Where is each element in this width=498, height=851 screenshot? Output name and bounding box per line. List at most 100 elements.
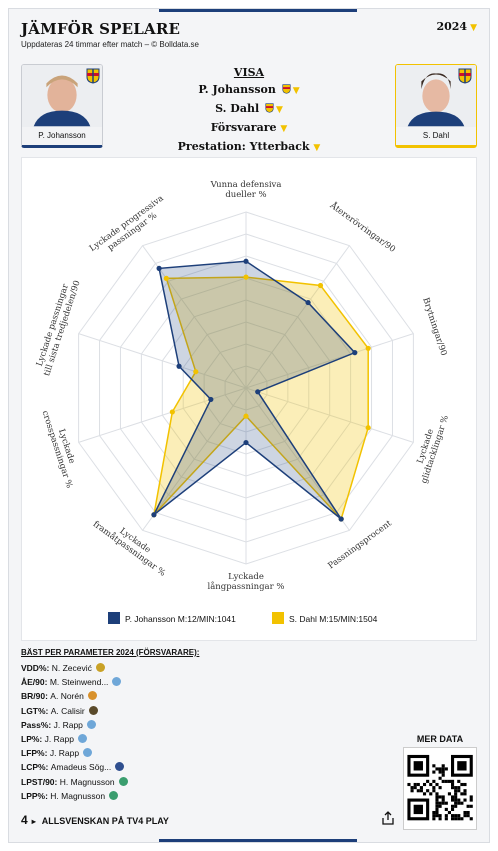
best-row: Pass%: J. Rapp — [21, 718, 199, 732]
best-key: LP%: — [21, 733, 45, 744]
data-point — [243, 274, 249, 280]
chevron-down-icon: ▼ — [292, 86, 300, 96]
grid-spoke — [245, 387, 414, 443]
player-card-left[interactable]: P. Johansson — [21, 64, 103, 148]
chevron-down-icon: ▼ — [275, 105, 283, 115]
position-selector[interactable]: Försvarare ▼ — [160, 119, 338, 138]
year-selector[interactable]: 2024 ▼ — [436, 20, 477, 33]
qr-code[interactable] — [403, 747, 477, 830]
player1-selector[interactable]: P. Johansson ▼ — [160, 81, 338, 100]
axis-label: Lyckadeglidtacklingar % — [410, 411, 451, 485]
radar-chart-panel: Vunna defensiva dueller % Återerövringar/9… — [21, 157, 477, 641]
data-point — [352, 350, 358, 356]
data-point — [365, 425, 371, 431]
radar-chart: Vunna defensiva dueller % Återerövringar/9… — [33, 180, 451, 624]
data-point — [243, 258, 249, 264]
best-row: LPST/90: H. Magnusson — [21, 775, 199, 789]
best-row: LGT%: A. Calisir — [21, 704, 199, 718]
prestation-label: Prestation: Ytterback — [177, 140, 310, 153]
qr-label: MER DATA — [416, 734, 464, 744]
data-point — [176, 363, 182, 369]
axis-label: Återerövringar/90 — [327, 199, 398, 255]
grid-spoke — [78, 333, 247, 389]
prestation-selector[interactable]: Prestation: Ytterback ▼ — [160, 138, 338, 157]
best-player: H. Magnusson — [59, 776, 115, 787]
data-point — [169, 409, 175, 415]
data-point — [338, 516, 344, 522]
best-key: Pass%: — [21, 719, 54, 730]
club-crest-icon — [282, 84, 291, 94]
visa-heading: VISA — [233, 66, 265, 79]
data-point — [151, 512, 157, 518]
legend-label: P. Johansson M:12/MIN:1041 — [125, 614, 236, 624]
grid-spoke — [78, 387, 247, 443]
club-badge-icon — [109, 790, 119, 800]
best-row: ÅE/90: M. Steinwend... — [21, 675, 199, 689]
data-point — [208, 396, 214, 403]
data-point — [163, 275, 169, 281]
legend-label: S. Dahl M:15/MIN:1504 — [289, 614, 378, 624]
bottom-accent-bar — [159, 839, 357, 842]
best-per-parameter: BÄST PER PARAMETER 2024 (FÖRSVARARE): VD… — [21, 648, 199, 803]
best-key: BR/90: — [21, 691, 51, 702]
data-point — [365, 345, 371, 351]
best-player: M. Steinwend... — [49, 677, 109, 688]
player-card-right[interactable]: S. Dahl — [395, 64, 477, 148]
player2-selector[interactable]: S. Dahl ▼ — [160, 100, 338, 119]
data-point — [255, 389, 261, 395]
best-key: LGT%: — [21, 705, 51, 716]
position-label: Försvarare — [210, 121, 277, 134]
best-key: LPP%: — [21, 790, 51, 801]
best-player: A. Calisir — [50, 705, 85, 716]
best-player: A. Norén — [50, 691, 84, 702]
best-row: LP%: J. Rapp — [21, 732, 199, 746]
best-row: LCP%: Amadeus Sög... — [21, 760, 199, 774]
tv4-play-link[interactable]: 4 ▸ ALLSVENSKAN PÅ TV4 PLAY — [21, 813, 169, 827]
club-badge-icon — [115, 762, 125, 772]
club-badge-icon — [95, 663, 105, 672]
best-key: VDD%: — [21, 663, 52, 673]
data-point — [243, 413, 249, 419]
club-crest-icon — [458, 68, 472, 84]
best-player: J. Rapp — [44, 733, 74, 744]
best-key: LPST/90: — [21, 776, 60, 787]
best-row: LPP%: H. Magnusson — [21, 789, 199, 803]
grid-spoke — [142, 387, 247, 531]
best-key: LCP%: — [21, 762, 51, 773]
club-badge-icon — [83, 748, 93, 758]
club-badge-icon — [87, 691, 97, 701]
axis-label: Lyckade passningartill sista tredjedelen… — [33, 276, 83, 377]
grid-spoke — [245, 245, 350, 389]
legend-swatch — [108, 612, 120, 624]
axis-label: Lyckade långpassningar % — [208, 572, 285, 592]
club-badge-icon — [118, 776, 128, 786]
best-key: ÅE/90: — [21, 677, 50, 688]
best-row: VDD%: N. Zecević — [21, 661, 199, 675]
club-badge-icon — [77, 733, 87, 743]
player2-label: S. Dahl — [215, 102, 260, 115]
axis-label: Lyckadeframåtpassningar % — [91, 511, 173, 578]
play-arrow-icon: ▸ — [31, 817, 36, 826]
best-row: LFP%: J. Rapp — [21, 746, 199, 760]
data-point — [305, 299, 311, 306]
axis-label: Lyckadecrosspassningar % — [39, 406, 83, 489]
data-point — [243, 439, 249, 446]
club-crest-icon — [265, 103, 274, 113]
tv4-logo-icon: 4 — [21, 813, 28, 827]
data-point — [193, 369, 199, 375]
chevron-down-icon: ▼ — [470, 23, 477, 33]
best-player: J. Rapp — [53, 719, 83, 730]
data-point — [317, 282, 324, 289]
page-title: JÄMFÖR SPELARE — [21, 20, 181, 38]
best-player: Amadeus Sög... — [50, 762, 112, 773]
chevron-down-icon: ▼ — [280, 124, 288, 134]
data-point — [156, 265, 162, 271]
player-name-left: P. Johansson — [22, 127, 102, 145]
grid-spoke — [245, 333, 414, 389]
player1-label: P. Johansson — [198, 83, 276, 96]
share-icon[interactable] — [382, 811, 394, 825]
best-player: J. Rapp — [49, 748, 80, 759]
axis-label: Vunna defensiva dueller % — [210, 180, 282, 200]
legend-swatch — [272, 612, 284, 624]
club-crest-icon — [86, 68, 100, 84]
